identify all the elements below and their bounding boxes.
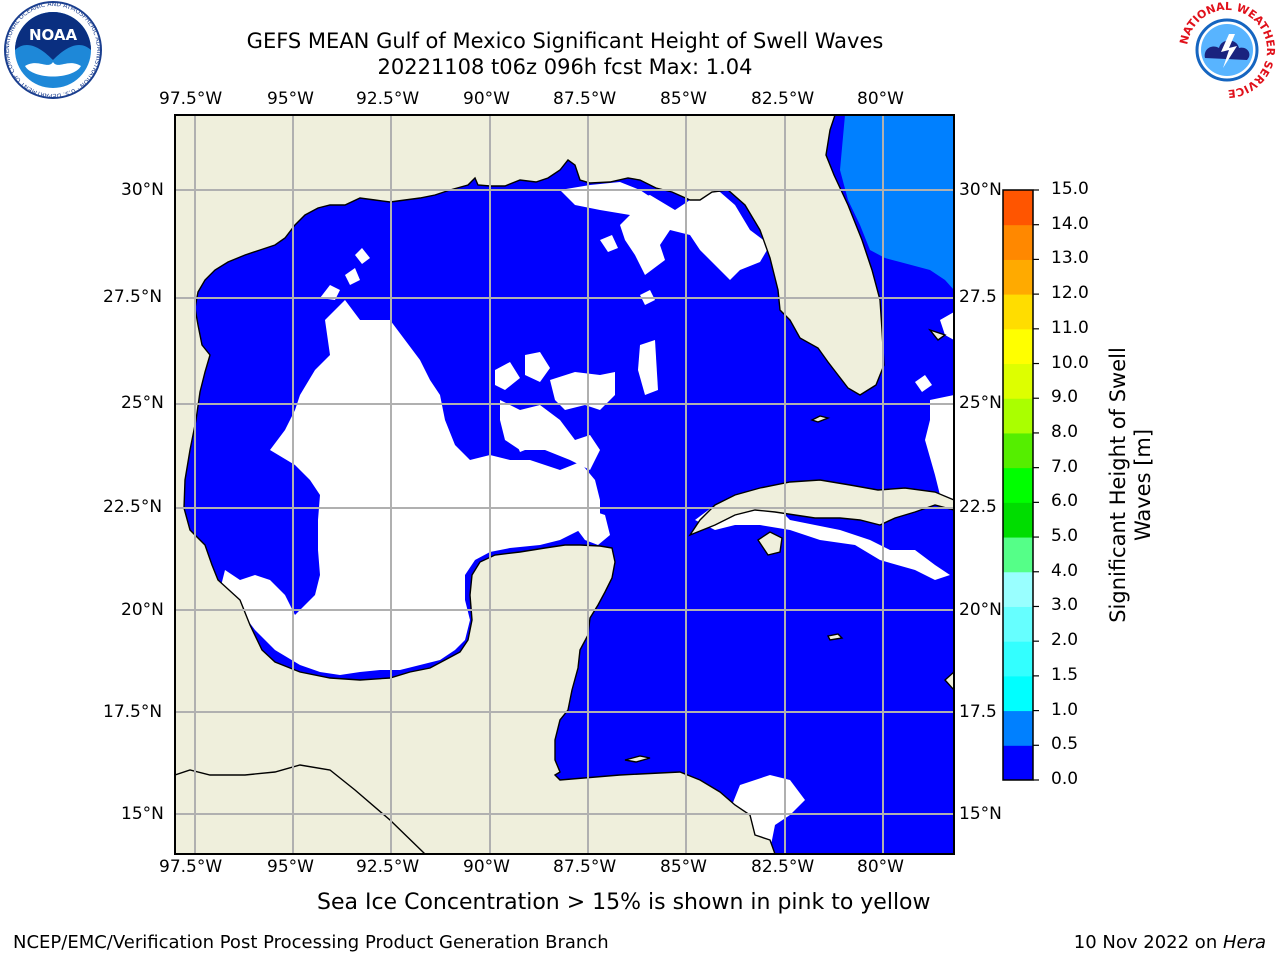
lon-label-bottom-85w: 85°W <box>660 857 707 877</box>
lon-label-bottom-80w: 80°W <box>857 857 904 877</box>
lat-label-left-27-5n: 27.5°N <box>103 287 163 307</box>
colorbar-tick-label: 1.5 <box>1051 664 1079 685</box>
lat-label-right-17-5: 17.5 <box>959 702 997 722</box>
colorbar-title: Significant Height of Swell Waves [m] <box>1106 347 1156 623</box>
lon-label-bottom-95w: 95°W <box>267 857 314 877</box>
colorbar-tick-label: 0.0 <box>1051 769 1079 789</box>
atlantic-swell-mid <box>840 115 954 290</box>
lon-label-top-95w: 95°W <box>267 89 314 109</box>
colorbar-tick-label: 8.0 <box>1051 421 1079 442</box>
colorbar-tick-label: 0.5 <box>1051 734 1079 755</box>
colorbar-segment <box>1003 224 1033 260</box>
lon-label-top-85w: 85°W <box>660 89 707 109</box>
lon-label-top-90w: 90°W <box>463 89 510 109</box>
footer-date: 10 Nov 2022 on Hera <box>1074 932 1266 953</box>
colorbar-tick-label: 6.0 <box>1051 491 1079 512</box>
nws-logo: NATIONAL WEATHER SERVICE <box>1177 0 1277 100</box>
footer-branch: NCEP/EMC/Verification Post Processing Pr… <box>13 932 609 953</box>
colorbar-segment <box>1003 467 1033 503</box>
lon-label-top-80w: 80°W <box>857 89 904 109</box>
colorbar-tick-label: 10.0 <box>1051 352 1089 373</box>
lon-label-bottom-97-5w: 97.5°W <box>159 857 223 877</box>
colorbar-segment <box>1003 710 1033 746</box>
lon-label-bottom-92-5w: 92.5°W <box>356 857 420 877</box>
lon-label-bottom-90w: 90°W <box>463 857 510 877</box>
colorbar-segment <box>1003 328 1033 365</box>
lon-label-bottom-87-5w: 87.5°W <box>553 857 617 877</box>
colorbar-segment <box>1003 606 1033 642</box>
colorbar-segment <box>1003 259 1033 295</box>
colorbar-segment <box>1003 675 1033 712</box>
lat-label-right-27-5: 27.5 <box>959 287 997 307</box>
graticule <box>175 115 954 854</box>
lat-label-left-20n: 20°N <box>121 600 164 620</box>
noaa-logo: NATIONAL OCEANIC AND ATMOSPHERIC ADMINIS… <box>3 0 102 99</box>
lon-label-top-87-5w: 87.5°W <box>553 89 617 109</box>
colorbar-tick-label: 13.0 <box>1051 248 1089 269</box>
lon-label-bottom-82-5w: 82.5°W <box>751 857 815 877</box>
sea-ice-caption: Sea Ice Concentration > 15% is shown in … <box>317 890 931 915</box>
colorbar-title-line2: Waves [m] <box>1131 428 1155 542</box>
colorbar-tick-label: 12.0 <box>1051 283 1089 304</box>
colorbar-frame <box>1002 189 1034 781</box>
colorbar-segment <box>1003 398 1033 434</box>
noaa-logo-text: NOAA <box>29 26 78 44</box>
colorbar-tick-label: 5.0 <box>1051 526 1079 547</box>
colorbar-tick-label: 2.0 <box>1051 630 1079 651</box>
colorbar-segment <box>1003 641 1033 677</box>
colorbar-tick-label: 3.0 <box>1051 595 1079 616</box>
lon-label-top-82-5w: 82.5°W <box>751 89 815 109</box>
map-subtitle: 20221108 t06z 096h fcst Max: 1.04 <box>377 55 753 79</box>
colorbar-segment <box>1003 502 1033 538</box>
lat-label-left-22-5n: 22.5°N <box>103 497 163 517</box>
lat-label-right-20n: 20°N <box>959 600 1002 620</box>
lat-label-right-25n: 25°N <box>959 393 1002 413</box>
lat-label-left-17-5n: 17.5°N <box>103 702 163 722</box>
map-title: GEFS MEAN Gulf of Mexico Significant Hei… <box>246 29 884 53</box>
colorbar-segment <box>1003 745 1033 781</box>
lat-label-right-15n: 15°N <box>959 804 1002 824</box>
colorbar <box>1003 189 1039 781</box>
lat-label-right-22-5: 22.5 <box>959 497 997 517</box>
footer-date-text: 10 Nov 2022 on <box>1073 932 1223 953</box>
colorbar-segment <box>1003 294 1033 330</box>
colorbar-segment <box>1003 363 1033 399</box>
lat-label-left-30n: 30°N <box>121 180 164 200</box>
colorbar-tick-label: 9.0 <box>1051 387 1079 408</box>
colorbar-title-line1: Significant Height of Swell <box>1106 347 1130 623</box>
colorbar-tick-label: 1.0 <box>1051 699 1079 720</box>
lon-label-top-92-5w: 92.5°W <box>356 89 420 109</box>
colorbar-tick-label: 15.0 <box>1051 179 1089 199</box>
colorbar-segment <box>1003 537 1033 573</box>
footer-host: Hera <box>1222 932 1266 953</box>
lat-label-left-25n: 25°N <box>121 393 164 413</box>
colorbar-tick-label: 11.0 <box>1051 317 1089 338</box>
map-frame <box>174 114 955 855</box>
colorbar-tick-label: 7.0 <box>1051 456 1079 477</box>
colorbar-segment <box>1003 571 1033 607</box>
lat-label-left-15n: 15°N <box>121 804 164 824</box>
lon-label-top-97-5w: 97.5°W <box>159 89 223 109</box>
colorbar-segment <box>1003 190 1033 226</box>
colorbar-tick-label: 14.0 <box>1051 213 1089 234</box>
colorbar-tick-label: 4.0 <box>1051 560 1079 581</box>
colorbar-segment <box>1003 432 1033 469</box>
lat-label-right-30n: 30°N <box>959 180 1002 200</box>
